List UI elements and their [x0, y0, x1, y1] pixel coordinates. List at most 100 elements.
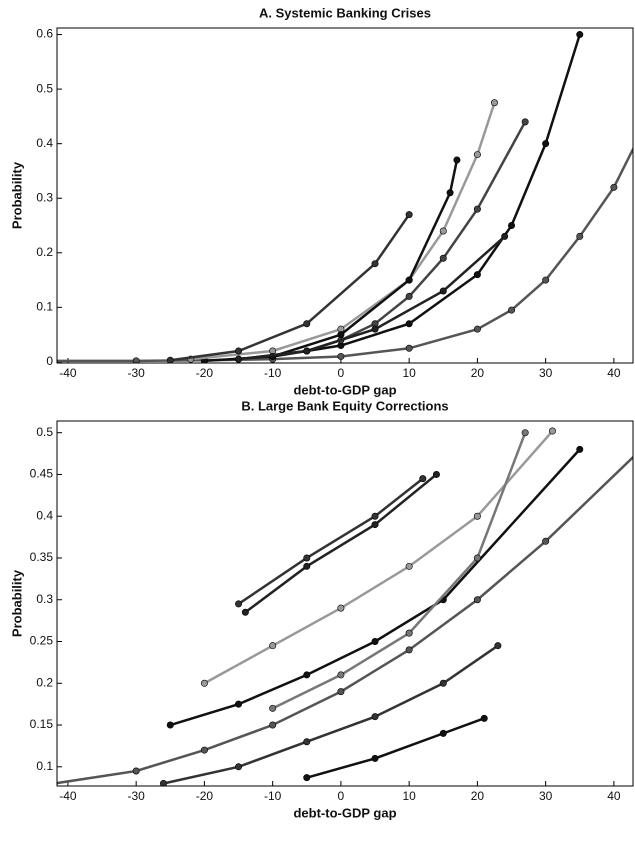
x-tick-label: 40: [607, 789, 621, 803]
point: [303, 347, 311, 355]
plot-frame: [56, 420, 634, 787]
point: [166, 721, 174, 729]
x-tick-label: 40: [607, 366, 621, 380]
y-tick-label: 0.5: [36, 425, 53, 439]
point: [439, 254, 447, 262]
point: [405, 292, 413, 300]
point: [405, 562, 413, 570]
point: [542, 276, 550, 284]
x-tick-label: 30: [539, 789, 553, 803]
point: [166, 356, 174, 363]
x-axis-label: debt-to-GDP gap: [293, 382, 396, 397]
point: [132, 357, 140, 363]
point: [576, 31, 584, 39]
point: [405, 320, 413, 328]
y-tick-label: 0.3: [36, 592, 53, 606]
point: [235, 600, 243, 608]
point: [473, 512, 481, 520]
point: [303, 774, 311, 782]
point: [501, 232, 509, 240]
point: [548, 427, 556, 435]
point: [371, 325, 379, 333]
point: [371, 754, 379, 762]
x-tick-label: 10: [402, 789, 416, 803]
y-tick-label: 0.35: [30, 550, 54, 564]
point: [542, 537, 550, 545]
y-tick-label: 0.5: [36, 81, 53, 95]
point: [371, 260, 379, 268]
point: [473, 325, 481, 333]
point: [235, 700, 243, 708]
series-line: [272, 432, 527, 710]
point: [371, 512, 379, 520]
y-tick-label: 0.15: [30, 717, 54, 731]
plot-frame: [56, 27, 634, 364]
point: [303, 738, 311, 746]
point: [200, 679, 208, 687]
point: [405, 629, 413, 637]
point: [269, 704, 277, 712]
point: [576, 232, 584, 240]
y-tick-label: 0.25: [30, 634, 54, 648]
x-tick-label: -20: [196, 366, 214, 380]
point: [200, 746, 208, 754]
point: [337, 352, 345, 360]
point: [337, 688, 345, 696]
point: [405, 344, 413, 352]
point: [439, 227, 447, 235]
point: [235, 355, 243, 363]
series-line: [204, 34, 581, 363]
y-tick-label: 0.6: [36, 27, 53, 41]
y-axis-label: Probability: [9, 569, 24, 637]
point: [521, 118, 529, 126]
point: [439, 679, 447, 687]
y-axis-label: Probability: [9, 161, 24, 229]
point: [494, 642, 502, 650]
series-line: [238, 121, 527, 361]
y-tick-label: 0.1: [36, 300, 53, 314]
series-line: [237, 477, 424, 605]
chart-title: B. Large Bank Equity Corrections: [241, 398, 448, 413]
plot-area: [57, 427, 633, 786]
series-line: [238, 235, 506, 361]
series-line: [163, 644, 499, 785]
series-line: [203, 430, 554, 685]
point: [337, 331, 345, 339]
x-tick-label: 0: [338, 789, 345, 803]
point: [439, 729, 447, 737]
point: [241, 608, 249, 616]
point: [303, 554, 311, 562]
chart-title: A. Systemic Banking Crises: [259, 5, 431, 20]
x-axis-label: debt-to-GDP gap: [293, 805, 396, 820]
point: [132, 767, 140, 775]
point: [371, 638, 379, 646]
plot-area: [57, 31, 633, 363]
point: [473, 205, 481, 213]
x-tick-label: -10: [264, 366, 282, 380]
series-line: [190, 102, 496, 361]
point: [473, 271, 481, 279]
point: [303, 671, 311, 679]
point: [405, 646, 413, 654]
y-tick-label: 0.2: [36, 675, 53, 689]
point: [576, 445, 584, 453]
x-tick-label: -40: [59, 789, 77, 803]
x-tick-label: 10: [402, 366, 416, 380]
point: [473, 554, 481, 562]
y-tick-label: 0.1: [36, 759, 53, 773]
point: [235, 347, 243, 355]
series-line: [169, 448, 581, 727]
y-tick-label: 0.3: [36, 190, 53, 204]
point: [405, 211, 413, 219]
point: [419, 475, 427, 483]
point: [542, 140, 550, 148]
point: [508, 222, 516, 230]
point: [337, 604, 345, 612]
point: [337, 671, 345, 679]
x-tick-label: -10: [264, 789, 282, 803]
point: [473, 596, 481, 604]
x-tick-label: -20: [196, 789, 214, 803]
point: [480, 714, 488, 722]
x-tick-label: -30: [127, 789, 145, 803]
point: [453, 156, 461, 164]
